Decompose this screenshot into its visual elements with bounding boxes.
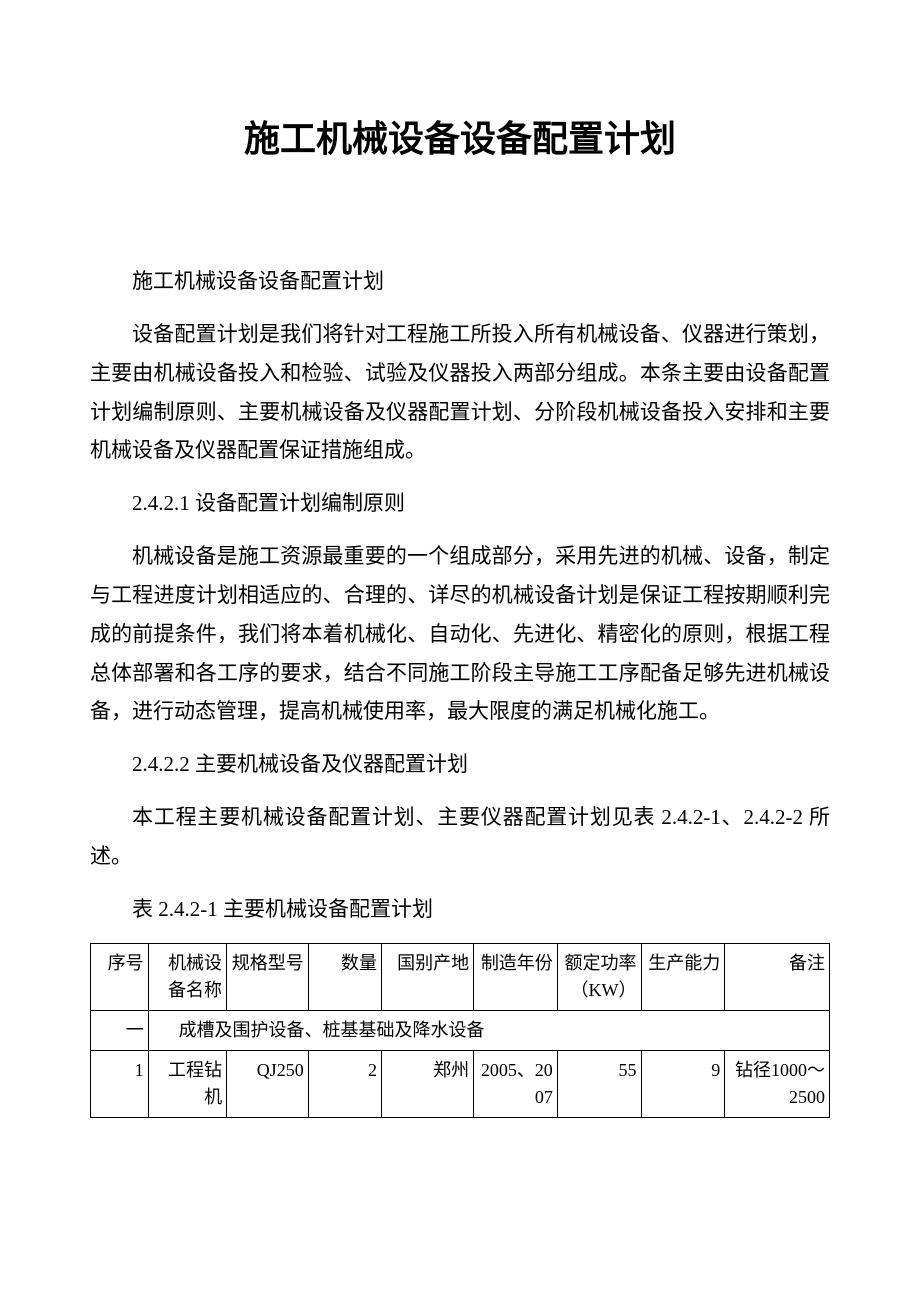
cell-remark: 钻径1000～2500 xyxy=(725,1050,830,1117)
heading-2-4-2-2: 2.4.2.2 主要机械设备及仪器配置计划 xyxy=(90,745,830,784)
document-page: 施工机械设备设备配置计划 施工机械设备设备配置计划 设备配置计划是我们将针对工程… xyxy=(0,0,920,1302)
cell-qty: 2 xyxy=(308,1050,381,1117)
th-power: 额定功率（KW） xyxy=(557,943,641,1010)
para-intro: 设备配置计划是我们将针对工程施工所投入所有机械设备、仪器进行策划，主要由机械设备… xyxy=(90,315,830,470)
cell-power: 55 xyxy=(557,1050,641,1117)
table-section-row: 一 成槽及围护设备、桩基基础及降水设备 xyxy=(91,1010,830,1050)
section-title: 成槽及围护设备、桩基基础及降水设备 xyxy=(148,1010,829,1050)
th-qty: 数量 xyxy=(308,943,381,1010)
section-num: 一 xyxy=(91,1010,149,1050)
th-name: 机械设备名称 xyxy=(148,943,227,1010)
cell-origin: 郑州 xyxy=(381,1050,473,1117)
th-year: 制造年份 xyxy=(474,943,558,1010)
para-plan-ref: 本工程主要机械设备配置计划、主要仪器配置计划见表 2.4.2-1、2.4.2-2… xyxy=(90,798,830,876)
table-header-row: 序号 机械设备名称 规格型号 数量 国别产地 制造年份 额定功率（KW） 生产能… xyxy=(91,943,830,1010)
cell-name: 工程钻机 xyxy=(148,1050,227,1117)
th-remark: 备注 xyxy=(725,943,830,1010)
th-capacity: 生产能力 xyxy=(641,943,725,1010)
table-caption: 表 2.4.2-1 主要机械设备配置计划 xyxy=(90,890,830,929)
cell-seq: 1 xyxy=(91,1050,149,1117)
equipment-table: 序号 机械设备名称 规格型号 数量 国别产地 制造年份 额定功率（KW） 生产能… xyxy=(90,943,830,1118)
heading-2-4-2-1: 2.4.2.1 设备配置计划编制原则 xyxy=(90,484,830,523)
table-row: 1 工程钻机 QJ250 2 郑州 2005、2007 55 9 钻径1000～… xyxy=(91,1050,830,1117)
page-title: 施工机械设备设备配置计划 xyxy=(90,110,830,162)
subtitle-line: 施工机械设备设备配置计划 xyxy=(90,262,830,301)
th-spec: 规格型号 xyxy=(227,943,309,1010)
cell-capacity: 9 xyxy=(641,1050,725,1117)
content-area: 施工机械设备设备配置计划 施工机械设备设备配置计划 设备配置计划是我们将针对工程… xyxy=(90,110,830,1118)
cell-spec: QJ250 xyxy=(227,1050,309,1117)
para-principle: 机械设备是施工资源最重要的一个组成部分，采用先进的机械、设备，制定与工程进度计划… xyxy=(90,537,830,731)
cell-year: 2005、2007 xyxy=(474,1050,558,1117)
th-origin: 国别产地 xyxy=(381,943,473,1010)
th-seq: 序号 xyxy=(91,943,149,1010)
